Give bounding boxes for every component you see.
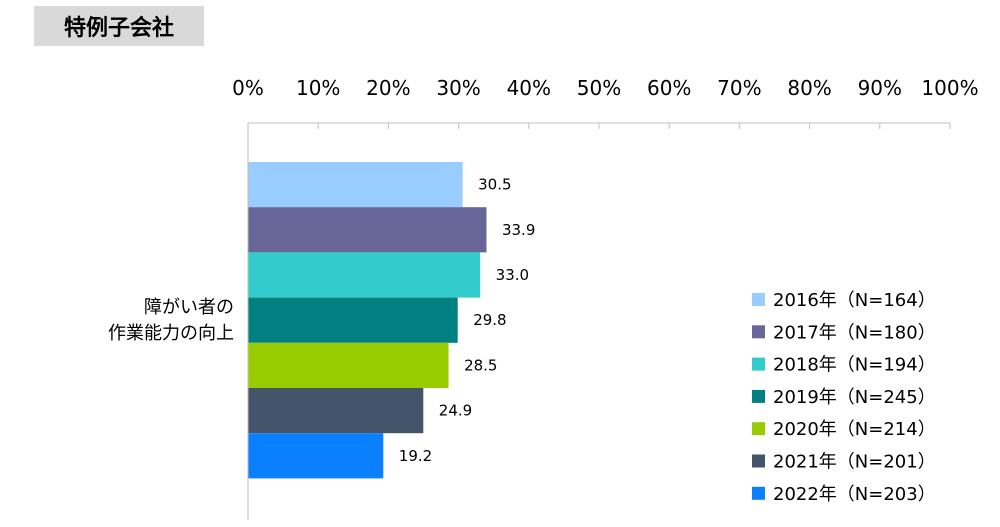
bar-data-label: 19.2 xyxy=(399,447,432,465)
x-tick-label: 40% xyxy=(507,76,551,100)
legend-swatch xyxy=(752,293,765,306)
bar-data-label: 33.9 xyxy=(502,221,535,239)
x-tick-label: 60% xyxy=(647,76,691,100)
x-tick-label: 70% xyxy=(717,76,761,100)
bar xyxy=(248,162,463,208)
bar xyxy=(248,252,481,298)
category-label: 作業能力の向上 xyxy=(108,323,234,344)
category-label: 障がい者の xyxy=(144,297,234,318)
x-tick-label: 10% xyxy=(296,76,340,100)
chart-title: 特例子会社 xyxy=(63,16,174,41)
legend-label: 2021年（N=201） xyxy=(773,452,936,473)
bar-data-label: 30.5 xyxy=(478,176,511,194)
legend-swatch xyxy=(752,389,765,403)
bar xyxy=(248,433,384,479)
legend-label: 2022年（N=203） xyxy=(773,484,936,505)
bar-data-label: 28.5 xyxy=(464,356,497,374)
legend-label: 2017年（N=180） xyxy=(773,322,936,343)
legend-swatch xyxy=(752,325,765,339)
legend-label: 2019年（N=245） xyxy=(773,387,936,408)
legend-swatch xyxy=(752,422,765,436)
legend-swatch xyxy=(752,486,765,500)
legend-label: 2020年（N=214） xyxy=(773,419,936,440)
bar xyxy=(248,388,424,434)
bar xyxy=(248,207,487,253)
bar xyxy=(248,342,449,388)
x-tick-label: 0% xyxy=(232,76,264,100)
x-tick-label: 80% xyxy=(787,76,831,100)
x-tick-label: 90% xyxy=(858,76,902,100)
x-tick-label: 20% xyxy=(366,76,410,100)
chart-title-badge: 特例子会社 xyxy=(34,6,204,46)
x-tick-label: 30% xyxy=(436,76,480,100)
bar xyxy=(248,297,458,343)
legend-swatch xyxy=(752,454,765,468)
bar-data-label: 24.9 xyxy=(439,402,472,420)
legend-label: 2018年（N=194） xyxy=(773,355,936,376)
x-tick-label: 50% xyxy=(577,76,621,100)
bar-data-label: 33.0 xyxy=(496,266,529,284)
legend-swatch xyxy=(752,357,765,371)
bar-data-label: 29.8 xyxy=(473,311,506,329)
legend-label: 2016年（N=164） xyxy=(773,290,936,311)
x-tick-label: 100% xyxy=(921,76,978,100)
